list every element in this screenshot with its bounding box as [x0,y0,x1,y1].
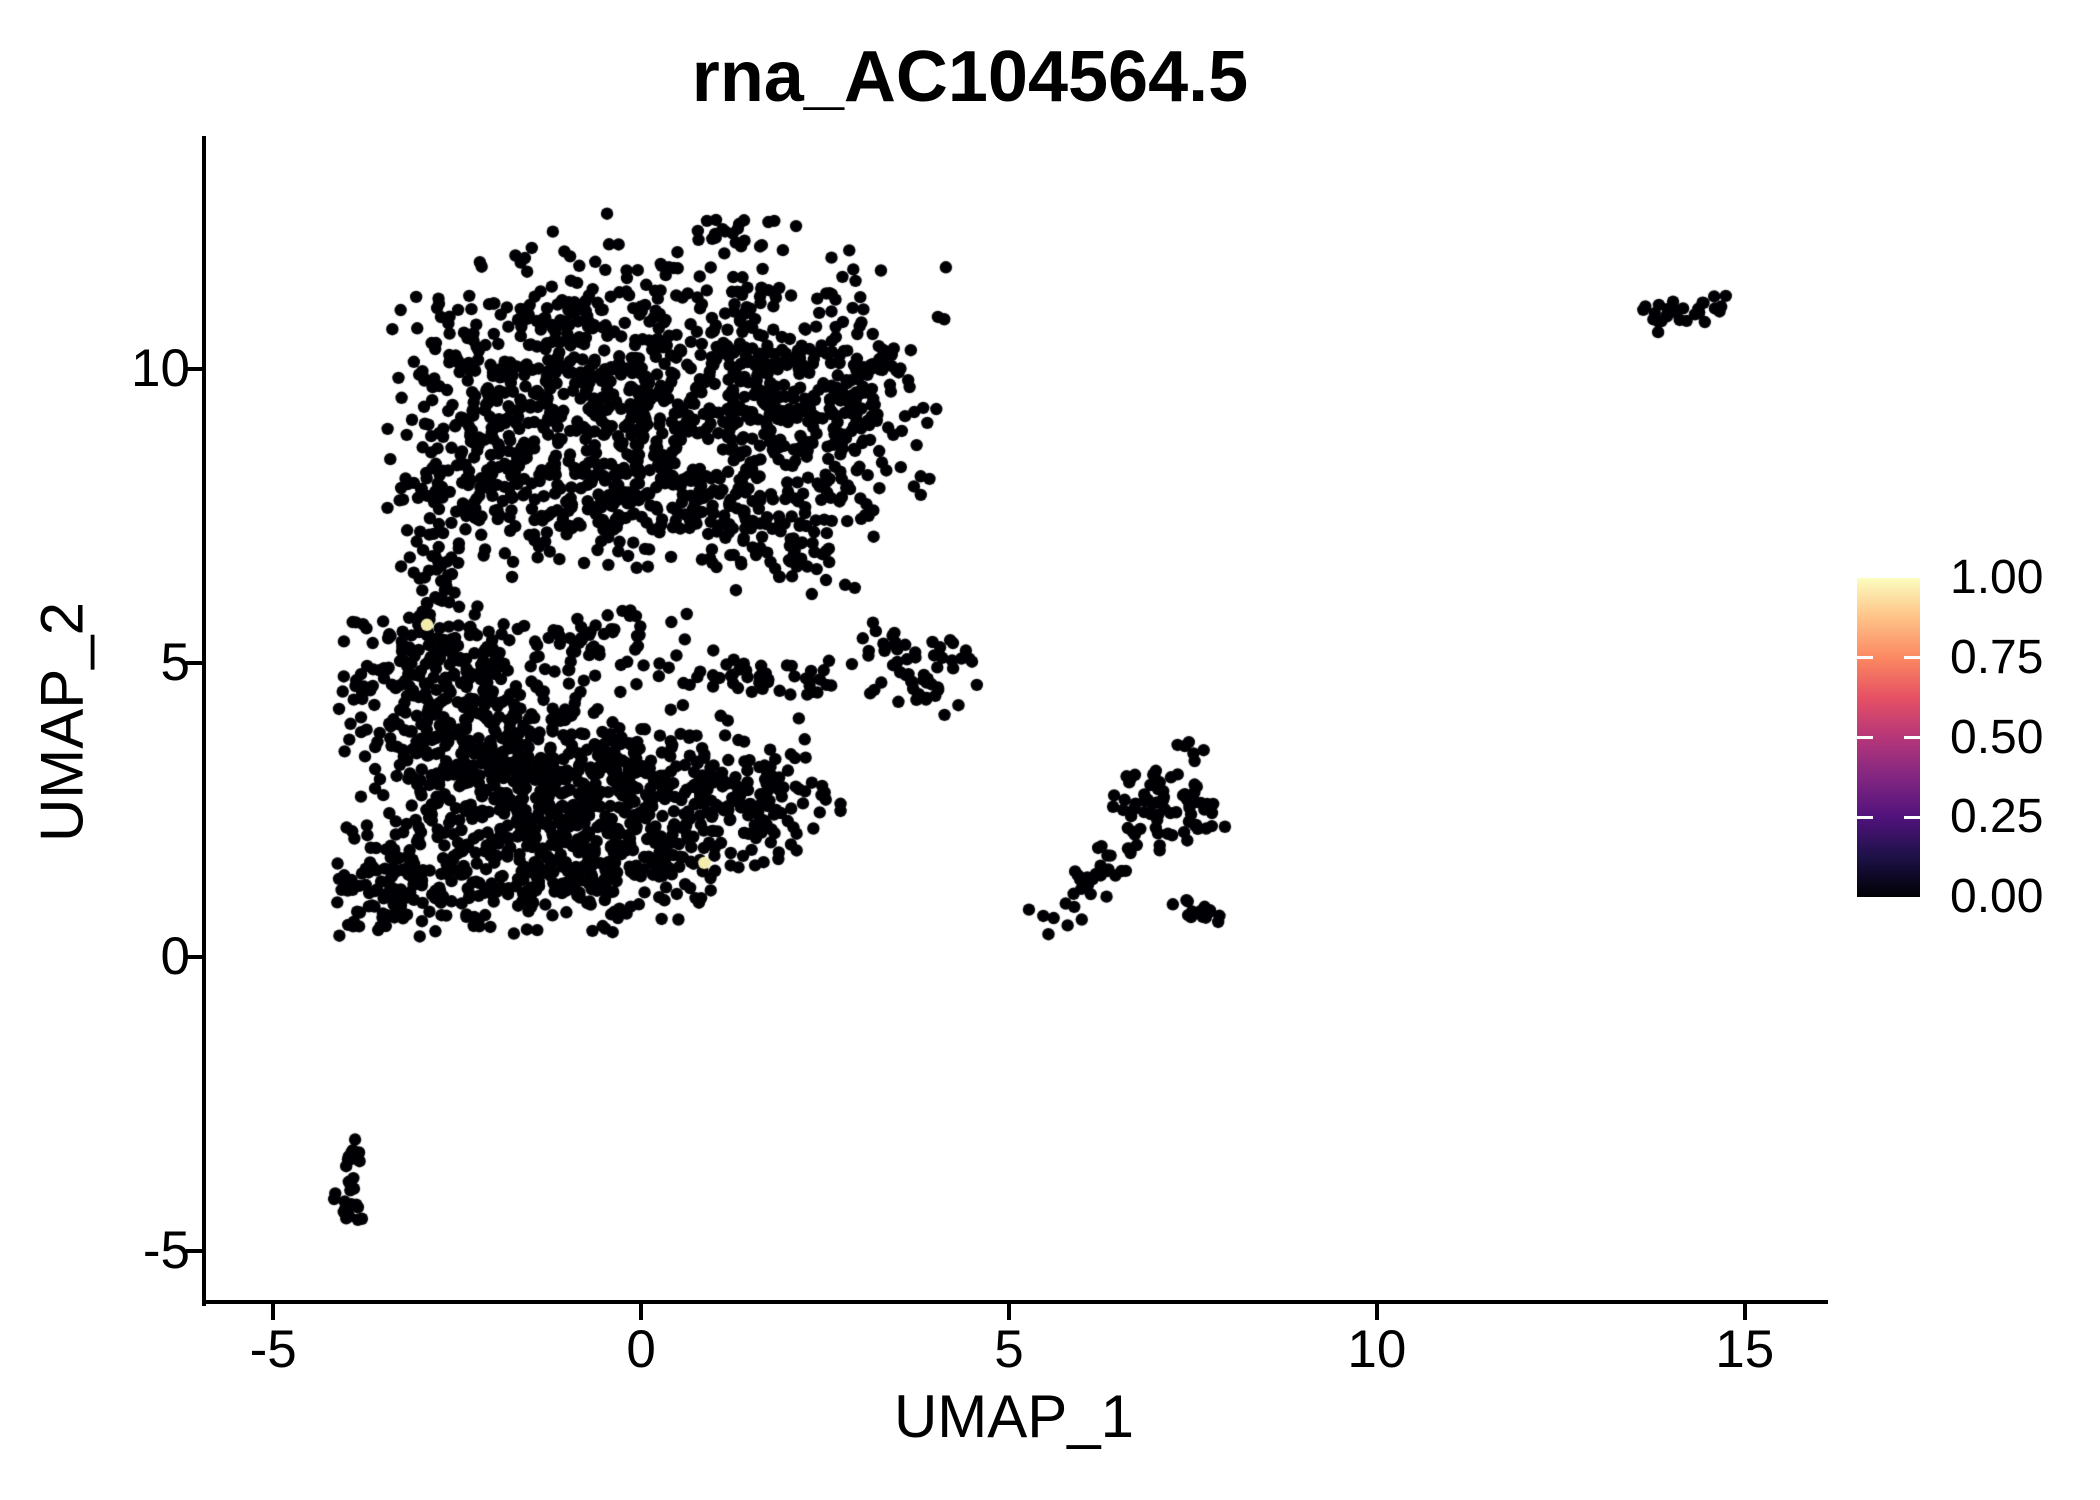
colorbar-label: 1.00 [1950,551,2044,604]
y-tick-mark [186,1248,202,1253]
colorbar-label: 0.00 [1950,870,2044,923]
y-tick-mark [186,660,202,665]
colorbar-tick-mark [1904,736,1920,739]
x-tick-mark [1006,1304,1011,1320]
y-tick-label: -5 [142,1220,190,1280]
y-tick-label: 5 [160,632,190,692]
x-tick-mark [1374,1304,1379,1320]
x-tick-label: 10 [1347,1320,1407,1379]
y-axis-line [202,136,206,1306]
x-tick-mark [639,1304,644,1320]
colorbar-label: 0.75 [1950,630,2044,684]
x-tick-mark [1742,1304,1747,1320]
y-tick-mark [186,954,202,959]
x-tick-mark [271,1304,276,1320]
y-axis-label: UMAP_2 [28,601,96,843]
x-axis-label: UMAP_1 [893,1383,1135,1450]
colorbar-tick-mark [1857,736,1873,739]
colorbar-label: 0.25 [1950,790,2044,844]
x-axis-line [202,1300,1828,1304]
x-tick-label: -5 [249,1320,297,1379]
x-tick-label: 0 [626,1320,656,1379]
x-tick-label: 15 [1715,1320,1775,1379]
colorbar-label: 0.50 [1950,710,2044,764]
colorbar-tick-mark [1857,815,1873,819]
y-tick-label: 0 [160,926,190,986]
colorbar-tick-mark [1857,656,1873,660]
x-tick-label: 5 [994,1320,1024,1379]
y-tick-label: 10 [131,339,190,399]
colorbar-tick-mark [1904,656,1920,660]
colorbar-tick-mark [1904,815,1920,819]
y-tick-mark [186,367,202,372]
